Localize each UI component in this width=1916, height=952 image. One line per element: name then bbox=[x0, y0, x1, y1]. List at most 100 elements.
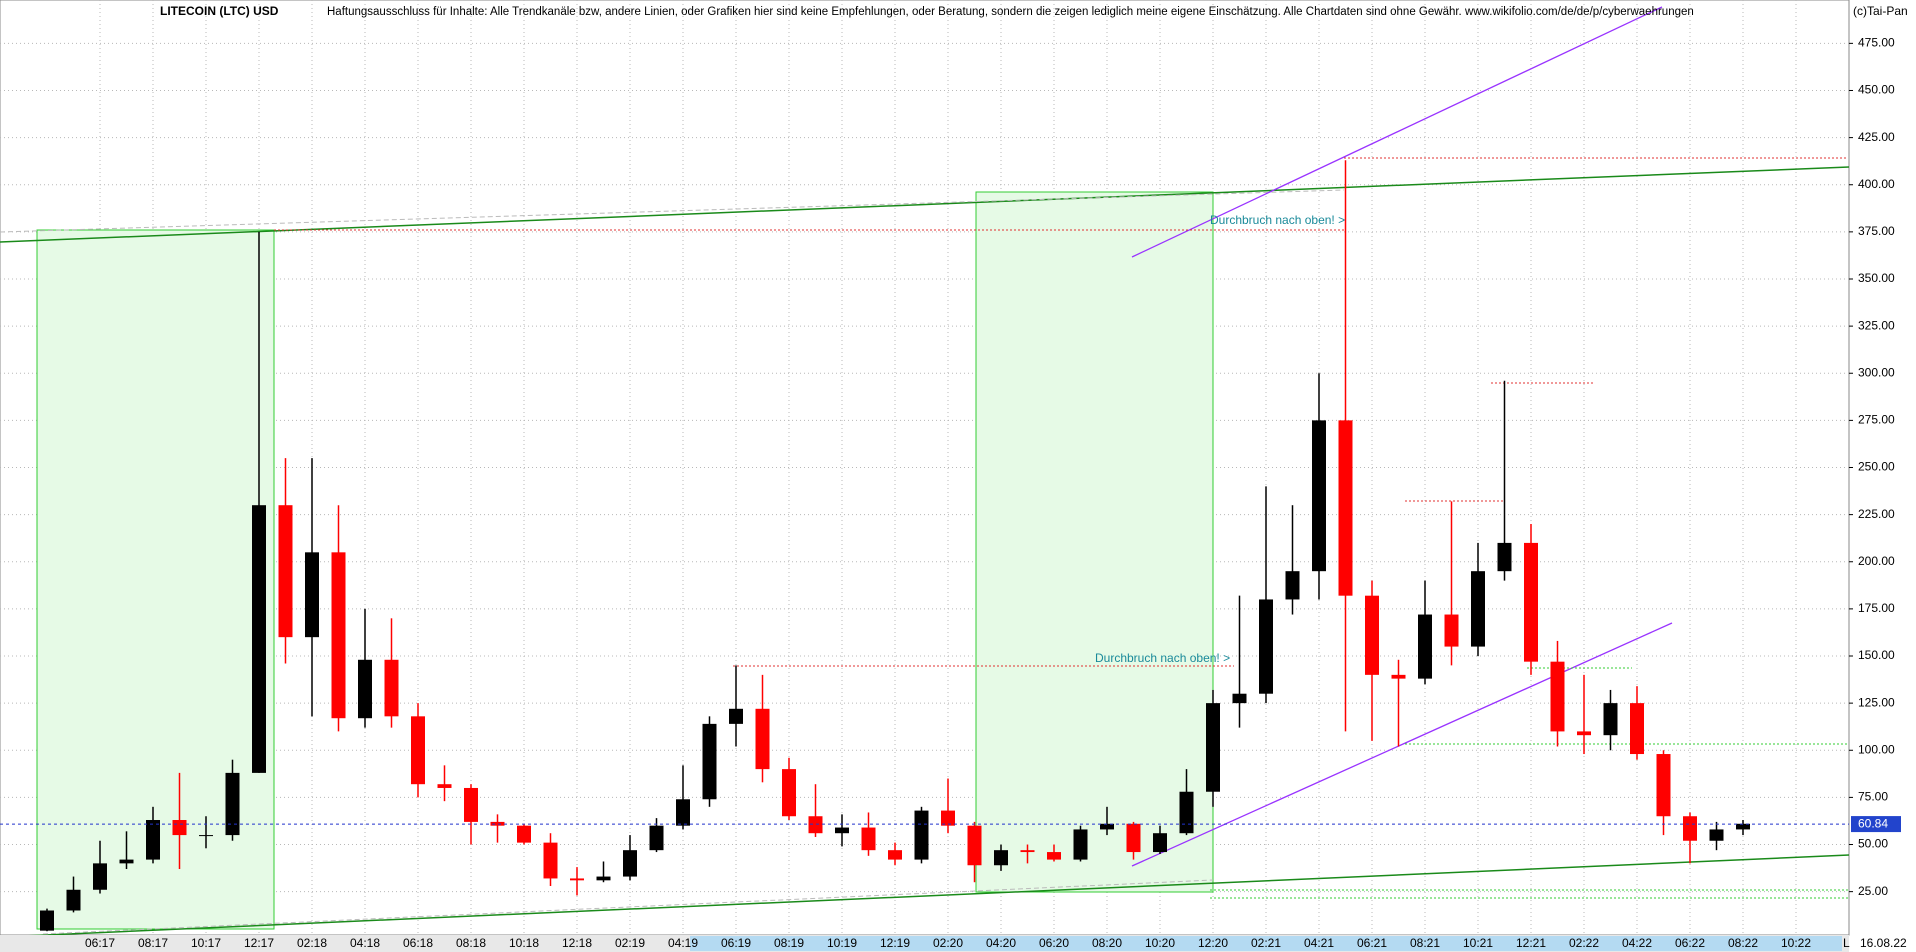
candle-body bbox=[1444, 614, 1459, 647]
candle-body bbox=[278, 505, 293, 638]
candle-body bbox=[1153, 833, 1167, 853]
candle-body bbox=[755, 708, 770, 770]
candle-body bbox=[1365, 595, 1379, 675]
x-tick-label: 04:22 bbox=[1622, 936, 1652, 950]
candle-body bbox=[702, 723, 717, 800]
candle-body bbox=[543, 842, 558, 879]
candle-body bbox=[596, 876, 611, 881]
candle-body bbox=[835, 827, 849, 834]
candle-body bbox=[623, 850, 637, 877]
x-tick-label: 02:18 bbox=[297, 936, 327, 950]
x-tick-label: 10:20 bbox=[1145, 936, 1175, 950]
candle-body bbox=[225, 772, 240, 836]
candle-body bbox=[1047, 852, 1061, 860]
candle-body bbox=[119, 859, 134, 864]
candle-body bbox=[994, 850, 1008, 866]
annotation: Durchbruch nach oben! > bbox=[1210, 213, 1345, 227]
x-tick-label: 12:17 bbox=[244, 936, 274, 950]
candle-body bbox=[1683, 816, 1697, 841]
candle-body bbox=[861, 827, 876, 851]
y-tick-label: 100.00 bbox=[1858, 742, 1895, 756]
x-tick-label: 06:17 bbox=[85, 936, 115, 950]
candle-body bbox=[808, 816, 823, 834]
x-tick-label: 08:18 bbox=[456, 936, 486, 950]
candle-body bbox=[1338, 420, 1353, 596]
x-tick-label: 06:19 bbox=[721, 936, 751, 950]
candle-body bbox=[729, 708, 743, 724]
y-tick-label: 400.00 bbox=[1858, 177, 1895, 191]
candle-body bbox=[1603, 703, 1618, 736]
candle-body bbox=[437, 784, 452, 788]
candles bbox=[0, 160, 1849, 932]
candle-body bbox=[1418, 614, 1432, 679]
y-tick-label: 225.00 bbox=[1858, 507, 1895, 521]
candle-body bbox=[782, 769, 796, 817]
candle-body bbox=[1471, 571, 1485, 647]
last-price-box bbox=[1851, 816, 1901, 833]
candle-body bbox=[411, 716, 425, 785]
candle-body bbox=[1736, 823, 1750, 830]
trend-line bbox=[0, 166, 1850, 243]
candle-body bbox=[1709, 829, 1724, 841]
x-tick-label: 10:19 bbox=[827, 936, 857, 950]
x-tick-label: 10:18 bbox=[509, 936, 539, 950]
x-tick-label: 06:22 bbox=[1675, 936, 1705, 950]
candle-body bbox=[888, 850, 902, 860]
candle-body bbox=[172, 820, 187, 836]
y-tick-label: 300.00 bbox=[1858, 365, 1895, 379]
candle-body bbox=[1232, 693, 1247, 704]
x-tick-label: 06:21 bbox=[1357, 936, 1387, 950]
trend-line bbox=[42, 879, 1214, 935]
x-tick-label: 08:21 bbox=[1410, 936, 1440, 950]
y-tick-label: 450.00 bbox=[1858, 83, 1895, 97]
last-date: 16.08.22 bbox=[1860, 936, 1907, 950]
y-tick-label: 175.00 bbox=[1858, 601, 1895, 615]
x-tick-label: 10:17 bbox=[191, 936, 221, 950]
candle-body bbox=[914, 810, 929, 860]
candle-body bbox=[517, 825, 531, 843]
y-tick-label: 150.00 bbox=[1858, 648, 1895, 662]
x-tick-label: 02:22 bbox=[1569, 936, 1599, 950]
last-price-label: 60.84 bbox=[1858, 816, 1888, 830]
candle-body bbox=[1073, 829, 1088, 860]
candle-body bbox=[967, 825, 982, 866]
candle-body bbox=[490, 821, 505, 826]
candle-body bbox=[66, 889, 81, 911]
candle-body bbox=[146, 820, 160, 860]
channel-line bbox=[1131, 6, 1663, 258]
x-tick-label: 04:21 bbox=[1304, 936, 1334, 950]
x-tick-label: 04:20 bbox=[986, 936, 1016, 950]
y-tick-label: 350.00 bbox=[1858, 271, 1895, 285]
candle-body bbox=[649, 825, 664, 851]
axis-marker: L bbox=[1843, 936, 1850, 950]
channel-line bbox=[1131, 622, 1673, 867]
candle-body bbox=[1179, 791, 1194, 834]
x-tick-label: 06:18 bbox=[403, 936, 433, 950]
candle-body bbox=[1206, 703, 1220, 792]
y-tick-label: 50.00 bbox=[1858, 837, 1888, 851]
candle-body bbox=[1656, 754, 1671, 817]
x-tick-label: 12:21 bbox=[1516, 936, 1546, 950]
candle-body bbox=[1259, 599, 1273, 694]
candle-body bbox=[358, 659, 372, 719]
candle-body bbox=[305, 552, 319, 638]
candle-body bbox=[570, 878, 584, 881]
copyright: (c)Tai-Pan bbox=[1853, 4, 1908, 18]
x-tick-label: 02:20 bbox=[933, 936, 963, 950]
x-tick-label: 08:20 bbox=[1092, 936, 1122, 950]
chart-title: LITECOIN (LTC) USD bbox=[160, 4, 279, 18]
x-tick-label: 06:20 bbox=[1039, 936, 1069, 950]
x-tick-label: 12:19 bbox=[880, 936, 910, 950]
x-tick-label: 04:19 bbox=[668, 936, 698, 950]
disclaimer: Haftungsausschluss für Inhalte: Alle Tre… bbox=[327, 6, 1694, 18]
candle-body bbox=[1020, 850, 1035, 853]
y-tick-label: 75.00 bbox=[1858, 790, 1888, 804]
x-tick-label: 08:22 bbox=[1728, 936, 1758, 950]
candle-body bbox=[1550, 661, 1565, 732]
trend-line bbox=[0, 189, 1345, 233]
y-tick-label: 275.00 bbox=[1858, 413, 1895, 427]
candle-body bbox=[1630, 703, 1644, 755]
candle-body bbox=[1285, 571, 1300, 600]
